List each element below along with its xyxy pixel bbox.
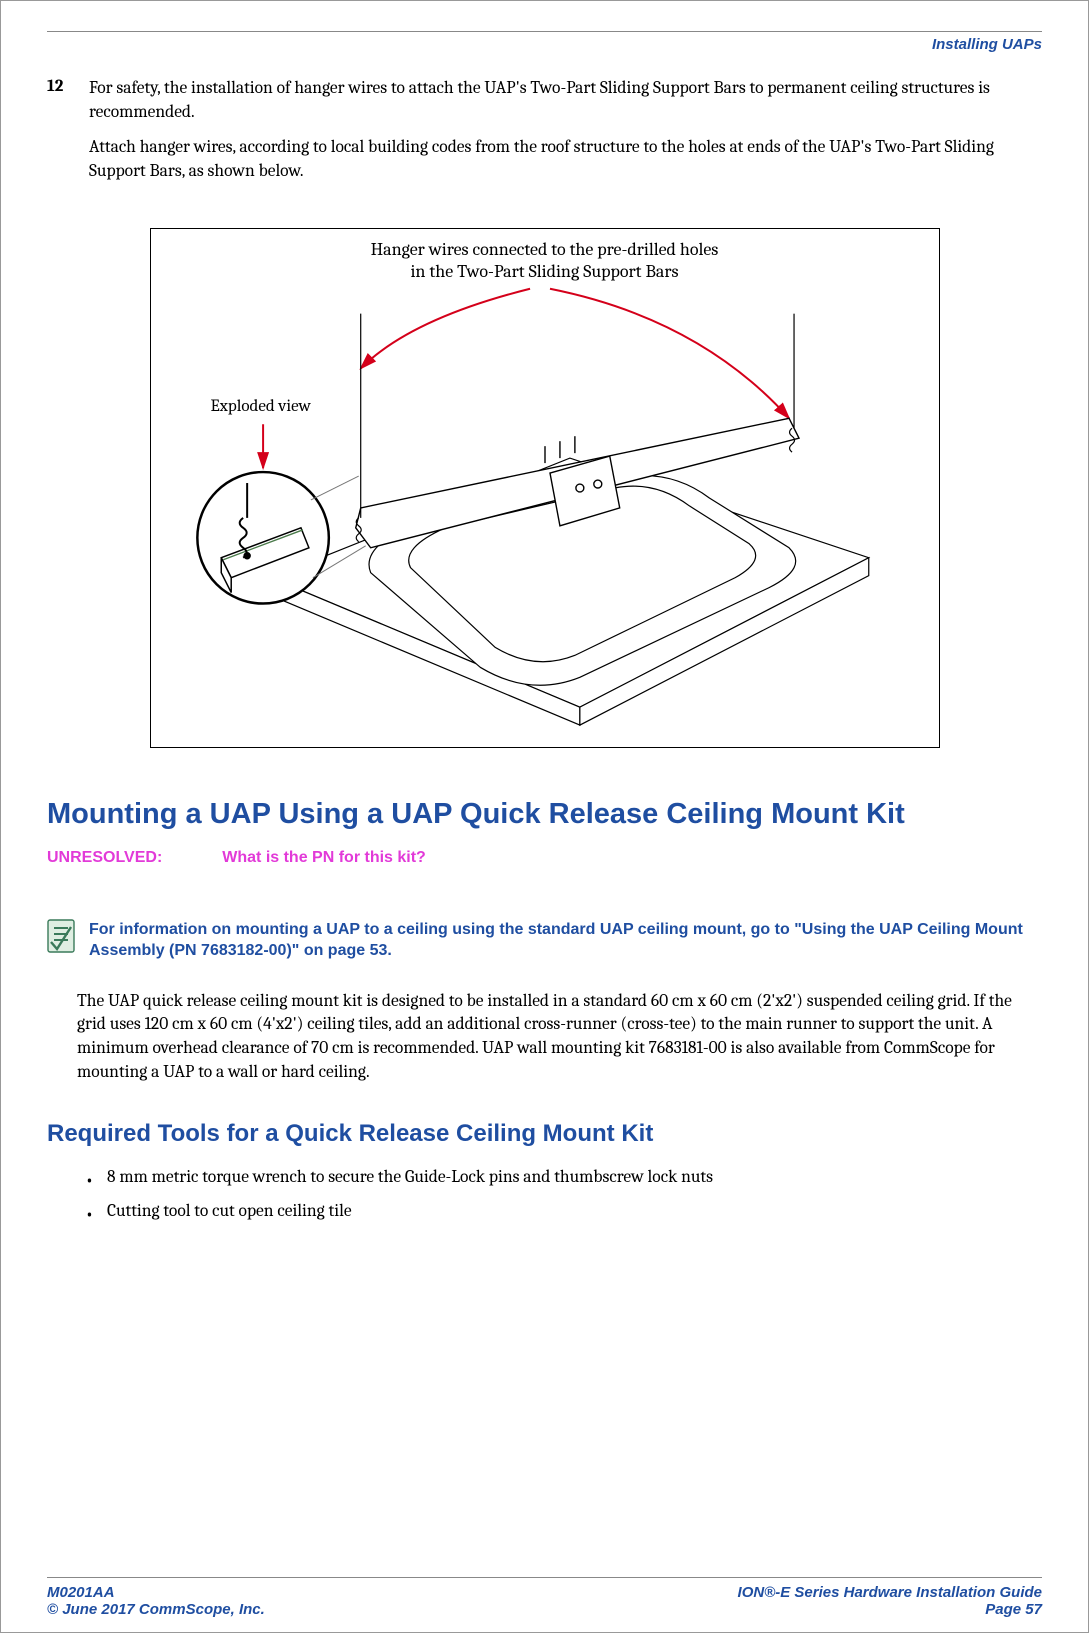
document-page: Installing UAPs 12 For safety, the insta… [0,0,1089,1633]
footer-copyright: © June 2017 CommScope, Inc. [47,1601,265,1618]
unresolved-note: UNRESOLVED: What is the PN for this kit? [47,849,1042,867]
footer-left: M0201AA © June 2017 CommScope, Inc. [47,1584,265,1618]
note-prefix: For information on mounting a UAP to a c… [89,921,794,938]
header-rule [47,31,1042,32]
list-item: Cutting tool to cut open ceiling tile [107,1200,1042,1224]
unresolved-label: UNRESOLVED: [47,849,162,867]
step-para-1: For safety, the installation of hanger w… [89,77,1042,124]
page-footer: M0201AA © June 2017 CommScope, Inc. ION®… [47,1577,1042,1618]
note-icon [47,919,75,953]
footer-page-number: Page 57 [985,1601,1042,1618]
footer-guide-title: ION®-E Series Hardware Installation Guid… [738,1584,1042,1601]
unresolved-question: What is the PN for this kit? [222,849,426,867]
step-number: 12 [47,77,75,196]
section-heading-mounting: Mounting a UAP Using a UAP Quick Release… [47,798,1042,831]
list-item: 8 mm metric torque wrench to secure the … [107,1166,1042,1190]
footer-doc-id: M0201AA [47,1584,115,1601]
footer-right: ION®-E Series Hardware Installation Guid… [738,1584,1042,1618]
body-paragraph: The UAP quick release ceiling mount kit … [77,990,1032,1085]
header-section-title: Installing UAPs [47,36,1042,53]
info-note: For information on mounting a UAP to a c… [47,919,1042,962]
step-text: For safety, the installation of hanger w… [89,77,1042,196]
figure-diagram [151,229,939,747]
step-para-2: Attach hanger wires, according to local … [89,136,1042,183]
step-12: 12 For safety, the installation of hange… [47,77,1042,196]
note-suffix: . [387,942,391,959]
note-text: For information on mounting a UAP to a c… [89,919,1042,962]
tools-list: 8 mm metric torque wrench to secure the … [107,1166,1042,1233]
subsection-heading-tools: Required Tools for a Quick Release Ceili… [47,1120,1042,1148]
figure-hanger-wires: Hanger wires connected to the pre-drille… [150,228,940,748]
